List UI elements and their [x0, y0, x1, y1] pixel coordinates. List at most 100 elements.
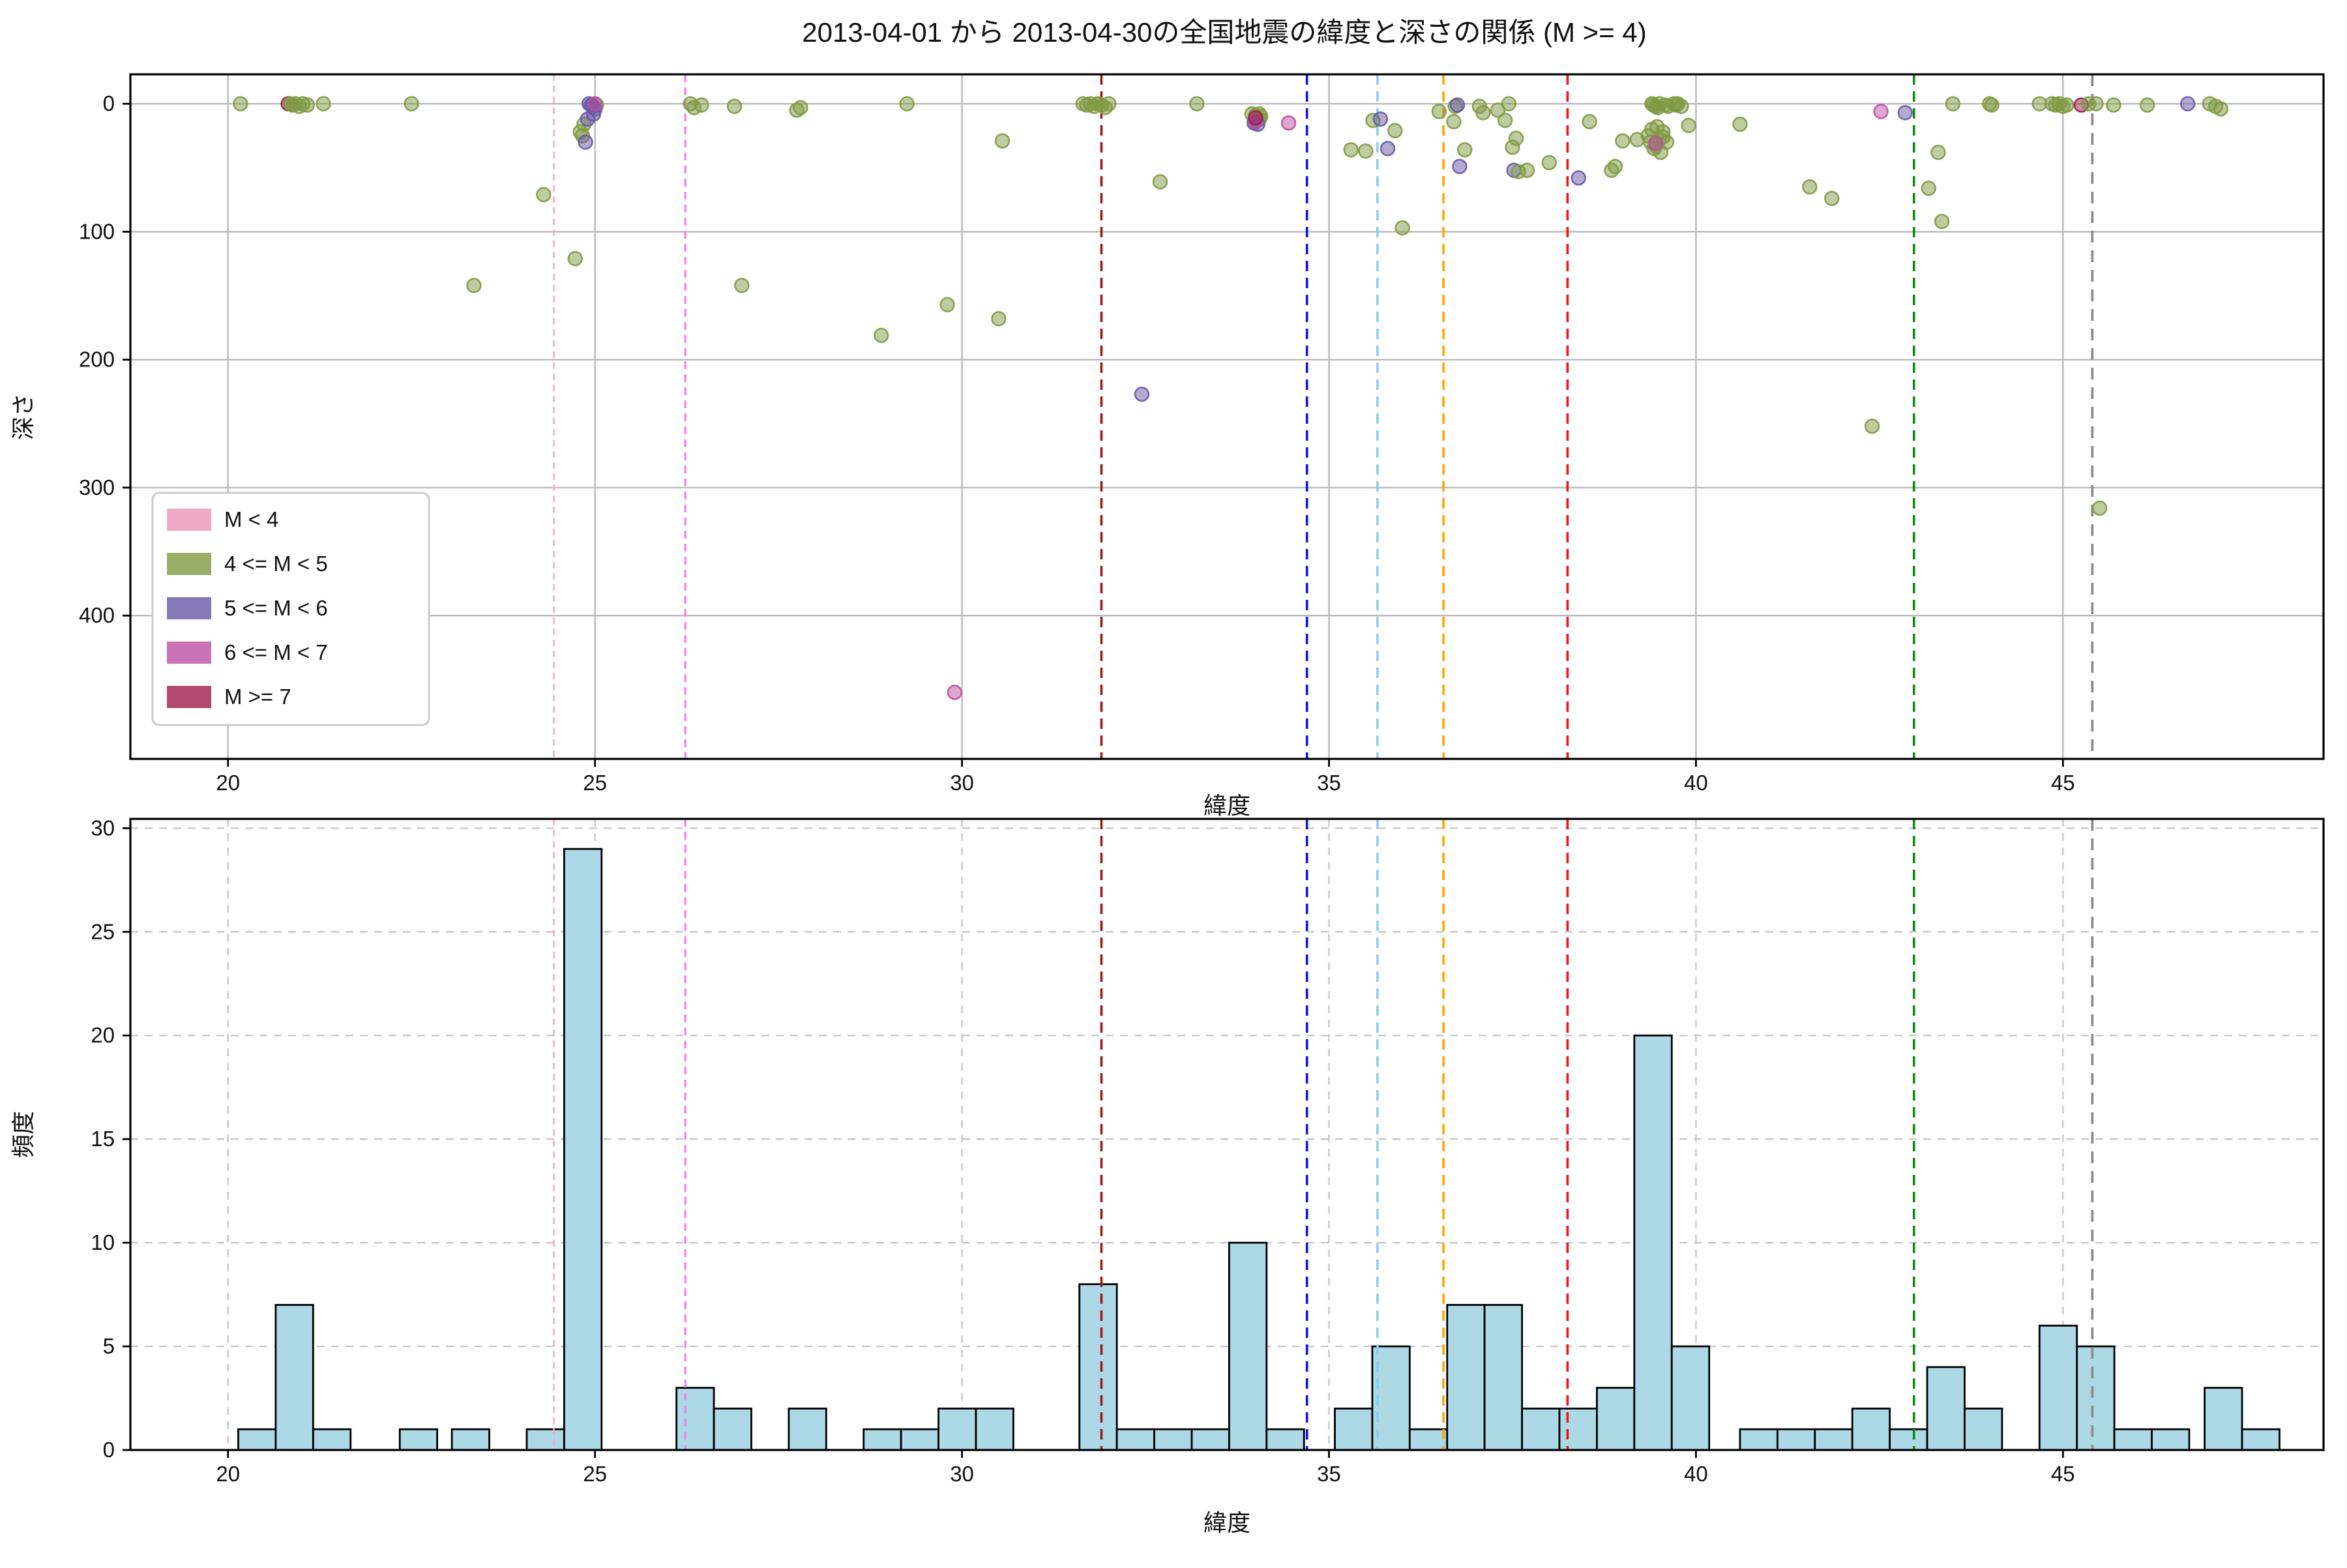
legend-item-label: M < 4 [224, 507, 278, 531]
histogram-bar [398, 1428, 438, 1451]
scatter-point [1490, 102, 1506, 118]
scatter-point [233, 96, 248, 111]
scatter-point [939, 297, 955, 312]
scatter-point [1823, 190, 1840, 207]
histogram-bar [563, 848, 603, 1451]
histogram-yaxis-label: 頻度 [10, 1111, 37, 1158]
scatter-point [874, 327, 889, 344]
legend-swatch [167, 642, 211, 664]
y-tick-label: 30 [91, 816, 115, 840]
scatter-point [1452, 158, 1468, 175]
histogram-bar [1670, 1345, 1711, 1451]
scatter-point [694, 97, 709, 113]
legend-swatch [167, 553, 211, 575]
scatter-point [726, 98, 743, 114]
legend-item-label: 5 <= M < 6 [224, 596, 328, 620]
scatter-point [1921, 180, 1936, 196]
histogram-bar [1446, 1304, 1486, 1451]
scatter-point [404, 96, 419, 111]
histogram-bar [1521, 1408, 1561, 1451]
histogram-bar [1851, 1408, 1891, 1451]
histogram-bar [975, 1408, 1014, 1451]
x-tick-label: 25 [583, 1462, 607, 1486]
scatter-point [536, 186, 552, 203]
scatter-point [2031, 96, 2048, 111]
scatter-point [578, 134, 593, 150]
scatter-point [1501, 96, 1517, 111]
scatter-point [1387, 123, 1403, 139]
legend: M < 4 4 <= M < 5 5 <= M < 6 6 <= M < 7 M >= … [151, 492, 430, 726]
scatter-point [1873, 104, 1889, 119]
scatter-point [1571, 170, 1586, 186]
scatter-point [1802, 179, 1818, 195]
scatter-point [1508, 130, 1524, 146]
scatter-point [1945, 96, 1961, 111]
scatter-point [2106, 97, 2121, 113]
y-tick-label: 10 [91, 1230, 115, 1254]
x-tick-label: 20 [216, 1462, 240, 1486]
y-tick-label: 400 [79, 603, 115, 627]
x-tick-label: 30 [950, 1462, 974, 1486]
scatter-yaxis-label: 深さ [10, 393, 37, 440]
histogram-xaxis-label: 緯度 [1203, 1509, 1250, 1536]
histogram-bar [312, 1428, 352, 1451]
scatter-point [2140, 97, 2155, 113]
scatter-point [1864, 419, 1880, 434]
scatter-panel: 20 25 30 35 40 45 0 100 200 300 400 [79, 73, 2325, 795]
x-tick-label: 45 [2051, 771, 2075, 795]
scatter-point [1615, 133, 1631, 149]
histogram-bar [1633, 1034, 1673, 1451]
scatter-point [1134, 386, 1150, 402]
scatter-point [1189, 96, 1205, 111]
scatter-point [1897, 105, 1913, 121]
scatter-point [1519, 162, 1535, 178]
x-tick-label: 20 [216, 771, 240, 795]
histogram-bar [1889, 1428, 1928, 1451]
histogram-bar [450, 1428, 490, 1451]
scatter-point [2180, 96, 2196, 111]
legend-box [151, 492, 430, 726]
scatter-point [1497, 112, 1513, 128]
histogram-bar [2241, 1428, 2281, 1451]
histogram-bar [1776, 1428, 1816, 1451]
histogram-bar [1739, 1428, 1779, 1451]
scatter-point [899, 96, 915, 111]
histogram-bar [2038, 1324, 2078, 1451]
scatter-point [1152, 174, 1168, 190]
histogram-bar [2076, 1345, 2116, 1451]
x-tick-label: 40 [1684, 771, 1708, 795]
scatter-point [734, 278, 750, 293]
scatter-point [1607, 158, 1623, 175]
legend-item-label: 4 <= M < 5 [224, 552, 328, 576]
histogram-bar [1596, 1387, 1636, 1451]
histogram-bar [1190, 1428, 1230, 1451]
x-tick-label: 30 [950, 771, 974, 795]
scatter-point [1431, 104, 1447, 119]
scatter-point [994, 133, 1011, 149]
x-tick-label: 40 [1684, 1462, 1708, 1486]
legend-swatch [167, 509, 211, 531]
scatter-point [299, 97, 316, 113]
histogram-bar [1964, 1408, 2003, 1451]
histogram-bar [1334, 1408, 1374, 1451]
scatter-point [1395, 220, 1410, 236]
scatter-point [2213, 101, 2229, 117]
scatter-frame [129, 73, 2325, 760]
histogram-bar [900, 1428, 939, 1451]
scatter-point [466, 278, 482, 293]
histogram-bar [863, 1428, 902, 1451]
scatter-point [1681, 117, 1696, 134]
histogram-bar [1814, 1428, 1853, 1451]
scatter-point [991, 311, 1007, 327]
scatter-point [1930, 145, 1946, 160]
histogram-bar [525, 1428, 565, 1451]
y-tick-label: 15 [91, 1127, 115, 1151]
histogram-bar [1115, 1428, 1155, 1451]
legend-swatch [167, 686, 211, 708]
x-tick-label: 35 [1317, 1462, 1341, 1486]
x-tick-label: 45 [2051, 1462, 2075, 1486]
histogram-bar [1265, 1428, 1305, 1451]
histogram-bar [2113, 1428, 2153, 1451]
scatter-point [1248, 110, 1263, 126]
scatter-point [1457, 142, 1473, 158]
